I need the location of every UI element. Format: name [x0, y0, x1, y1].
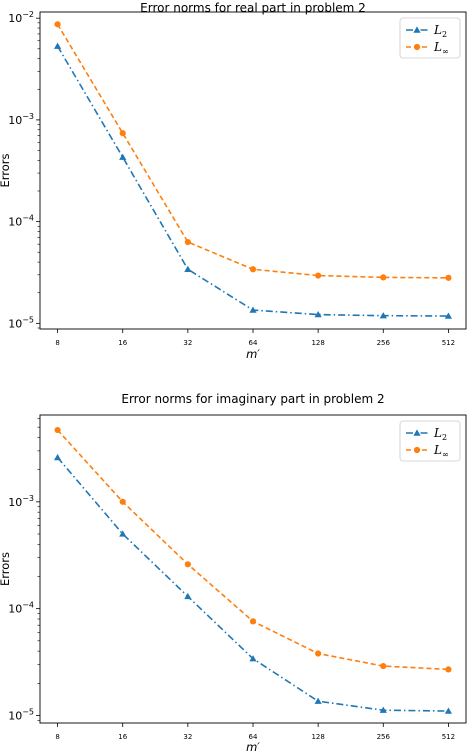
legend-item-1: L2 — [406, 23, 447, 39]
legend-label: L∞ — [433, 443, 449, 459]
data-point — [184, 265, 192, 272]
data-point — [380, 274, 387, 281]
x-tick-label: 512 — [442, 733, 455, 741]
x-tick-label: 16 — [118, 339, 127, 347]
y-tick-label: 10−3 — [8, 112, 34, 127]
legend-marker — [413, 26, 421, 33]
series-1 — [53, 42, 453, 319]
series-1 — [53, 453, 453, 714]
series-line — [56, 456, 449, 712]
legend-box — [399, 420, 461, 462]
series-2 — [54, 426, 452, 673]
legend-item-2: L∞ — [406, 40, 449, 56]
data-point — [249, 618, 257, 625]
data-point — [249, 655, 257, 662]
data-point — [444, 707, 453, 714]
chart-2: Error norms for imaginary part in proble… — [0, 392, 467, 754]
legend-box — [399, 17, 461, 59]
data-point — [445, 666, 452, 673]
legend: L2L∞ — [399, 17, 461, 59]
y-tick-label: 10−5 — [8, 315, 34, 330]
legend-label: L∞ — [433, 40, 449, 56]
x-tick-label: 32 — [183, 733, 192, 741]
series-line — [56, 429, 449, 671]
data-point — [379, 706, 387, 713]
data-point — [54, 426, 61, 434]
chart-title: Error norms for real part in problem 2 — [140, 1, 366, 15]
legend-marker — [413, 43, 421, 51]
data-point — [53, 42, 62, 49]
plot-frame — [39, 11, 467, 330]
x-tick-label: 64 — [249, 733, 258, 741]
data-point — [119, 498, 126, 505]
data-point — [380, 662, 387, 670]
y-tick-label: 10−5 — [8, 707, 34, 722]
data-point — [249, 306, 257, 313]
legend-item-2: L∞ — [406, 443, 449, 459]
data-point — [315, 650, 322, 657]
legend-label: L2 — [433, 426, 447, 442]
x-tick-label: 64 — [249, 339, 258, 347]
data-point — [184, 561, 191, 568]
x-tick-label: 256 — [377, 339, 391, 347]
data-point — [314, 310, 322, 318]
data-point — [184, 592, 192, 600]
data-point — [314, 697, 322, 704]
x-axis-label: m′ — [246, 347, 260, 361]
x-tick-label: 8 — [55, 733, 59, 741]
data-point — [53, 453, 62, 461]
y-tick-label: 10−2 — [8, 10, 34, 25]
legend-label: L2 — [433, 23, 447, 39]
data-point — [184, 238, 191, 246]
data-point — [444, 312, 453, 319]
series-2 — [54, 21, 452, 281]
data-point — [119, 153, 127, 160]
y-tick-label: 10−4 — [8, 601, 34, 616]
series-line — [56, 23, 449, 279]
x-axis-label: m′ — [246, 740, 260, 754]
chart-title: Error norms for imaginary part in proble… — [121, 392, 384, 406]
x-tick-label: 256 — [377, 733, 391, 741]
x-tick-label: 32 — [183, 339, 192, 347]
legend: L2L∞ — [399, 420, 461, 462]
data-point — [379, 312, 387, 319]
legend-marker — [413, 446, 421, 454]
x-tick-label: 16 — [118, 733, 127, 741]
x-tick-label: 8 — [55, 339, 59, 347]
data-point — [249, 266, 257, 273]
chart-1: Error norms for real part in problem 2 10… — [0, 1, 467, 361]
y-axis-label: Errors — [0, 153, 12, 187]
data-point — [119, 130, 126, 137]
data-point — [119, 530, 127, 537]
y-tick-label: 10−4 — [8, 214, 34, 229]
series-line — [56, 45, 449, 317]
y-axis-label: Errors — [0, 552, 12, 586]
legend-item-1: L2 — [406, 426, 447, 442]
x-tick-label: 128 — [311, 339, 324, 347]
data-point — [315, 272, 322, 279]
y-tick-label: 10−3 — [8, 494, 34, 509]
data-point — [54, 21, 61, 28]
legend-marker — [413, 429, 421, 436]
x-tick-label: 128 — [311, 733, 324, 741]
data-point — [445, 274, 452, 281]
x-tick-label: 512 — [442, 339, 455, 347]
